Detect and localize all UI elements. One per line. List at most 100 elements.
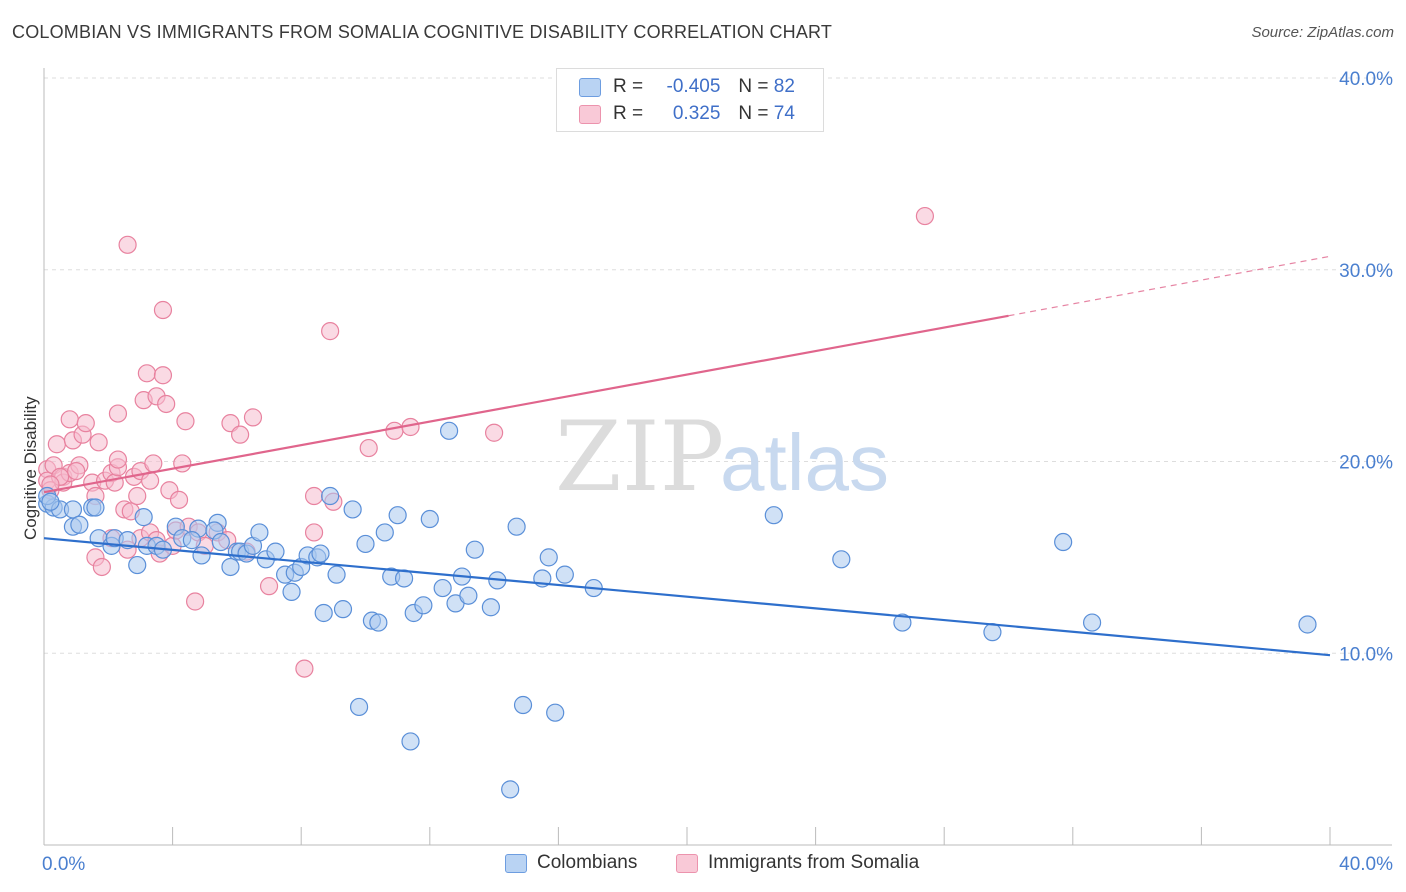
data-point	[433, 578, 452, 598]
data-point	[86, 498, 105, 517]
data-point	[507, 517, 526, 536]
data-point	[153, 300, 173, 320]
trendline-colombians	[43, 537, 1331, 657]
data-point	[186, 592, 205, 611]
bottom-legend-somalia: Immigrants from Somalia	[676, 852, 919, 874]
data-point	[1298, 615, 1317, 634]
y-tick-label: 40.0%	[1339, 69, 1393, 90]
data-point	[459, 586, 478, 605]
data-point	[243, 408, 263, 427]
bottom-legend-colombians: Colombians	[505, 852, 637, 874]
legend-n-value: 82	[773, 76, 795, 97]
data-point	[414, 596, 433, 615]
data-point	[41, 492, 60, 511]
data-point	[128, 486, 147, 506]
legend-swatch-pink	[579, 104, 601, 124]
watermark-zip: ZIP	[555, 401, 724, 513]
data-point	[304, 523, 324, 542]
data-point	[250, 523, 269, 542]
data-point	[485, 423, 504, 442]
data-point	[108, 404, 128, 423]
data-point	[295, 659, 314, 678]
bottom-legend: Colombians Immigrants from Somalia	[0, 852, 1406, 878]
data-point	[105, 473, 124, 492]
data-point	[832, 550, 851, 569]
data-point	[211, 532, 230, 552]
y-axis-label: Cognitive Disability	[21, 396, 40, 540]
data-point	[356, 534, 375, 554]
data-point	[375, 523, 394, 542]
data-point	[63, 500, 83, 519]
data-point	[128, 555, 147, 575]
trendline-somalia-extension	[1008, 255, 1331, 317]
legend-row-colombians: R = -0.405 N = 82	[579, 74, 795, 100]
x-tick-label: 0.0%	[42, 854, 85, 875]
axes	[43, 68, 1392, 846]
data-point	[501, 780, 520, 799]
data-point	[259, 577, 279, 596]
trendlines	[43, 255, 1331, 657]
data-point	[153, 366, 173, 385]
gridlines	[44, 77, 1392, 654]
data-point	[385, 421, 404, 440]
y-tick-label: 20.0%	[1339, 453, 1393, 474]
data-point	[282, 582, 301, 601]
data-point	[47, 435, 66, 454]
data-point	[192, 546, 211, 565]
legend-n-label: N =	[738, 76, 769, 97]
legend-r-label: R =	[613, 76, 644, 97]
data-point	[67, 461, 86, 481]
data-point	[983, 623, 1002, 642]
data-point	[893, 613, 912, 632]
data-point	[118, 235, 137, 254]
data-point	[176, 412, 195, 431]
chart-title: COLOMBIAN VS IMMIGRANTS FROM SOMALIA COG…	[12, 22, 833, 42]
data-point	[311, 544, 330, 563]
data-point	[173, 454, 192, 473]
data-point	[555, 565, 574, 584]
bottom-legend-label: Immigrants from Somalia	[708, 852, 920, 873]
tick-labels: 10.0% 20.0% 30.0% 40.0% 0.0% 40.0%	[42, 69, 1393, 875]
data-point	[89, 433, 108, 452]
data-point	[1082, 613, 1102, 632]
data-point	[70, 515, 89, 534]
legend-r-value: -0.405	[666, 76, 721, 97]
data-point	[157, 394, 176, 414]
data-point	[314, 603, 333, 623]
data-point	[60, 410, 79, 429]
data-point	[420, 509, 439, 529]
data-point	[369, 613, 388, 632]
watermark: ZIP atlas	[555, 401, 889, 513]
y-tick-label: 30.0%	[1339, 261, 1393, 282]
legend-r-label: R =	[613, 103, 644, 124]
data-point	[182, 531, 201, 550]
data-point	[333, 600, 353, 619]
legend-r-value: 0.325	[672, 103, 721, 124]
legend-n-label: N =	[738, 103, 769, 124]
data-point	[221, 557, 240, 577]
data-point	[76, 414, 95, 433]
chart-source: Source: ZipAtlas.com	[1251, 24, 1394, 41]
data-point	[349, 697, 369, 717]
legend-swatch-blue	[579, 77, 601, 97]
data-point	[465, 540, 484, 559]
data-point	[481, 598, 500, 617]
data-point	[321, 322, 340, 341]
data-point	[764, 506, 783, 525]
watermark-atlas: atlas	[720, 418, 889, 507]
bottom-legend-swatch-pink	[676, 853, 698, 873]
data-point	[388, 506, 407, 525]
data-point	[266, 542, 285, 561]
data-point	[108, 450, 128, 469]
y-tick-label: 10.0%	[1339, 644, 1393, 665]
data-point	[343, 500, 362, 519]
trendline-somalia	[43, 314, 1009, 494]
data-point	[169, 490, 189, 509]
data-point	[231, 425, 250, 444]
data-point	[915, 206, 935, 226]
bottom-legend-label: Colombians	[537, 852, 638, 873]
data-point	[327, 565, 346, 584]
data-point	[137, 364, 156, 383]
data-point	[539, 548, 558, 567]
data-point	[401, 732, 420, 751]
